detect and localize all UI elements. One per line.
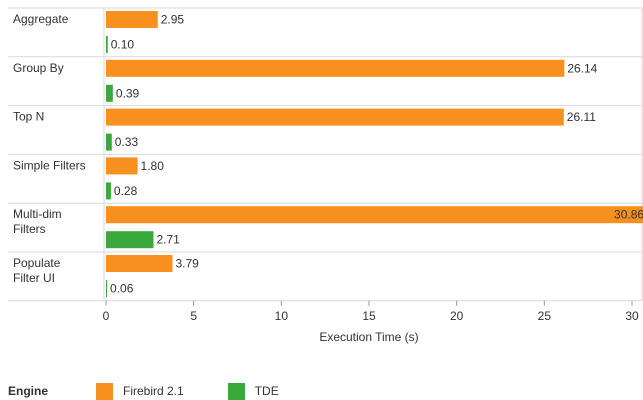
bar-value-label: 30.86 [614,208,643,222]
category-label: Filters [13,222,46,236]
x-tick-label: 25 [538,309,552,323]
bar-firebird [106,206,643,224]
bar-firebird [106,59,565,77]
category-label: Filter UI [13,271,55,285]
x-tick-label: 5 [190,309,197,323]
category-label: Top N [13,110,44,124]
bar-value-label: 0.28 [114,184,138,198]
bar-value-label: 0.10 [111,38,135,52]
bar-tde [106,133,112,151]
x-tick-label: 0 [103,309,110,323]
bar-firebird [106,108,564,126]
legend-item-firebird[interactable]: Firebird 2.1 [96,382,184,400]
bar-tde [106,84,113,102]
bar-firebird [106,255,173,272]
legend-item-tde[interactable]: TDE [227,382,279,400]
bar-value-label: 2.71 [157,233,181,247]
bar-tde [106,231,154,249]
x-tick-label: 10 [275,309,289,323]
bar-firebird [106,11,158,28]
category-label: Simple Filters [13,158,86,172]
category-label: Group By [13,61,64,75]
legend-label-tde: TDE [254,384,279,398]
category-label: Populate [13,256,61,270]
category-label: Multi-dim [13,207,62,221]
category-label: Aggregate [13,12,69,26]
bar-tde [106,182,111,200]
legend-label-firebird: Firebird 2.1 [123,384,184,398]
bar-value-label: 0.06 [110,282,134,296]
legend-title: Engine [8,384,49,398]
x-tick-label: 30 [625,309,639,323]
bar-firebird [106,157,138,175]
bar-value-label: 26.11 [567,110,596,124]
x-tick-label: 20 [450,309,464,323]
x-tick-label: 15 [362,309,376,323]
bar-tde [106,36,108,53]
bar-value-label: 2.95 [161,13,185,27]
legend-swatch-firebird [96,382,113,400]
bar-value-label: 3.79 [175,257,199,271]
bar-value-label: 0.39 [116,86,140,100]
x-axis-title: Execution Time (s) [319,330,418,344]
legend-swatch-tde [227,382,245,400]
bar-tde [106,280,108,297]
legend: Engine Firebird 2.1 TDE [8,382,323,400]
bar-value-label: 26.14 [567,61,597,75]
bar-value-label: 0.33 [115,135,139,149]
bar-value-label: 1.80 [141,159,165,173]
